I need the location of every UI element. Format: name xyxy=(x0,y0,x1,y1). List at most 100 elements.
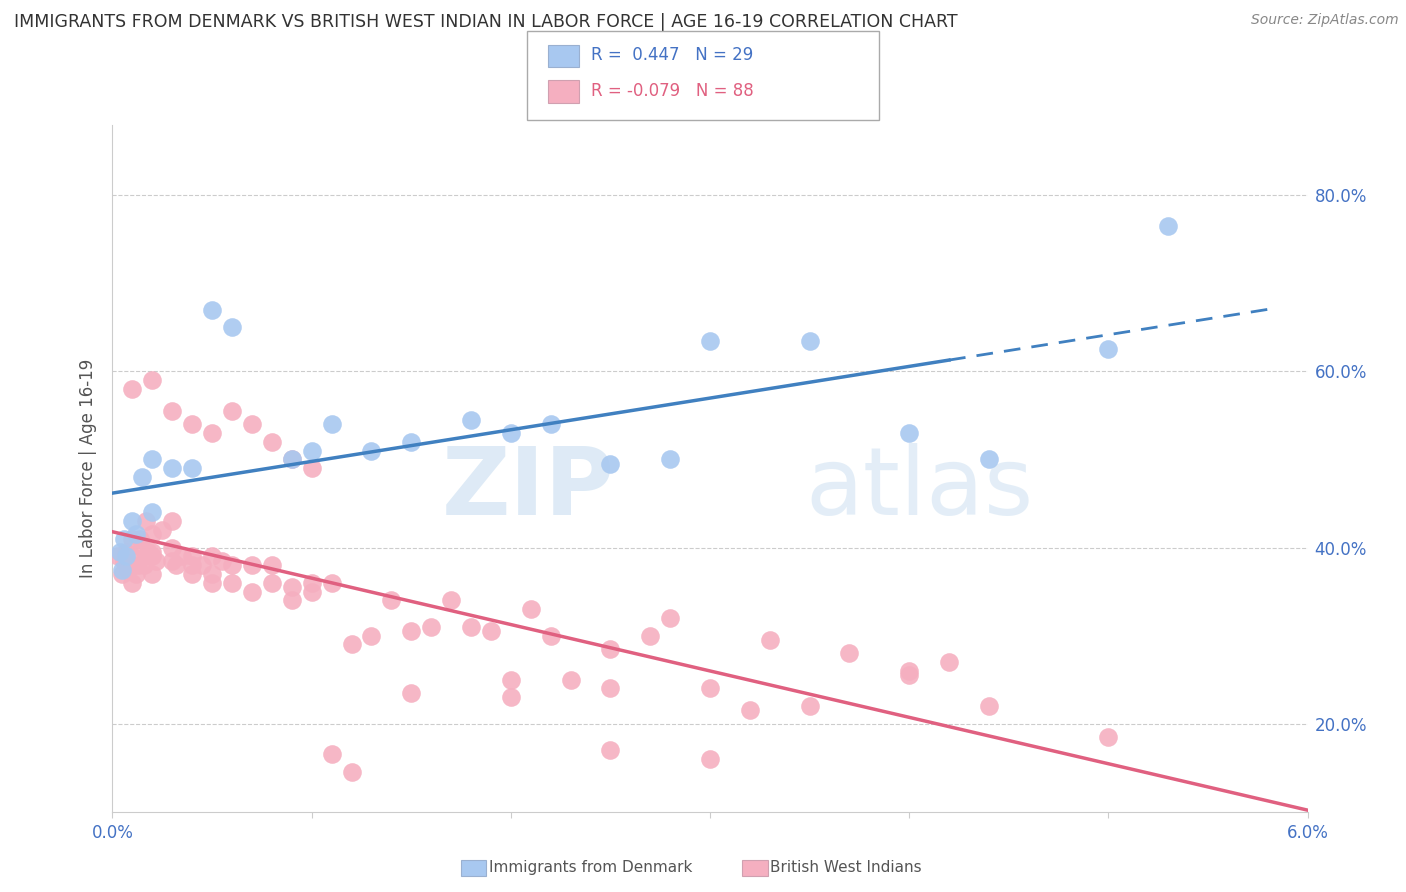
Point xyxy=(599,681,621,696)
Point xyxy=(110,545,132,559)
Point xyxy=(260,434,283,449)
Point xyxy=(281,452,304,467)
Point xyxy=(145,554,167,568)
Point xyxy=(360,443,382,458)
Point xyxy=(699,752,721,766)
Point xyxy=(181,417,204,432)
Point xyxy=(240,417,263,432)
Point xyxy=(659,452,682,467)
Point xyxy=(977,452,1000,467)
Point xyxy=(460,620,482,634)
Point xyxy=(138,545,160,559)
Point xyxy=(191,558,214,573)
Point xyxy=(240,558,263,573)
Point xyxy=(107,549,129,564)
Point xyxy=(401,686,423,700)
Point xyxy=(321,575,343,590)
Point xyxy=(301,584,323,599)
Point xyxy=(321,747,343,762)
Point xyxy=(898,664,921,678)
Point xyxy=(659,611,682,625)
Point xyxy=(420,620,443,634)
Text: British West Indians: British West Indians xyxy=(770,860,922,874)
Point xyxy=(141,549,163,564)
Point xyxy=(115,549,138,564)
Point xyxy=(129,532,152,546)
Point xyxy=(221,558,243,573)
Point xyxy=(440,593,463,607)
Point xyxy=(360,629,382,643)
Text: atlas: atlas xyxy=(806,443,1033,535)
Point xyxy=(211,554,233,568)
Point xyxy=(131,541,153,555)
Point xyxy=(201,566,224,581)
Point xyxy=(499,426,522,441)
Point xyxy=(281,452,304,467)
Point xyxy=(181,549,204,564)
Text: R =  0.447   N = 29: R = 0.447 N = 29 xyxy=(591,46,752,64)
Point xyxy=(141,505,163,519)
Point xyxy=(162,514,183,528)
Point xyxy=(201,302,224,317)
Text: ZIP: ZIP xyxy=(441,443,614,535)
Text: R = -0.079   N = 88: R = -0.079 N = 88 xyxy=(591,82,754,100)
Text: IMMIGRANTS FROM DENMARK VS BRITISH WEST INDIAN IN LABOR FORCE | AGE 16-19 CORREL: IMMIGRANTS FROM DENMARK VS BRITISH WEST … xyxy=(14,13,957,31)
Point xyxy=(1157,219,1180,234)
Point xyxy=(599,641,621,656)
Point xyxy=(162,461,183,475)
Point xyxy=(162,404,183,418)
Point xyxy=(281,593,304,607)
Point xyxy=(380,593,402,607)
Point xyxy=(172,549,194,564)
Point xyxy=(240,584,263,599)
Point xyxy=(540,629,562,643)
Point xyxy=(141,452,163,467)
Point xyxy=(301,575,323,590)
Point xyxy=(201,426,224,441)
Point xyxy=(281,580,304,594)
Point xyxy=(321,417,343,432)
Point xyxy=(898,668,921,682)
Point xyxy=(201,575,224,590)
Point xyxy=(221,320,243,334)
Point xyxy=(540,417,562,432)
Point xyxy=(181,461,204,475)
Point xyxy=(141,373,163,387)
Point xyxy=(131,470,153,484)
Point xyxy=(165,558,187,573)
Point xyxy=(181,566,204,581)
Point xyxy=(221,404,243,418)
Point xyxy=(759,633,782,648)
Point xyxy=(150,523,173,537)
Point xyxy=(201,549,224,564)
Point xyxy=(162,554,183,568)
Point xyxy=(117,563,139,577)
Point xyxy=(1097,730,1119,744)
Point xyxy=(125,566,148,581)
Point xyxy=(260,575,283,590)
Point xyxy=(141,527,163,541)
Point xyxy=(599,743,621,757)
Point xyxy=(401,434,423,449)
Point xyxy=(479,624,502,639)
Point xyxy=(181,558,204,573)
Point xyxy=(141,545,163,559)
Point xyxy=(460,413,482,427)
Point xyxy=(977,699,1000,714)
Point xyxy=(838,646,860,660)
Point xyxy=(499,673,522,687)
Point xyxy=(141,566,163,581)
Point xyxy=(340,765,363,780)
Point xyxy=(898,426,921,441)
Point xyxy=(938,655,960,669)
Point xyxy=(115,545,138,559)
Point xyxy=(125,527,148,541)
Point xyxy=(638,629,662,643)
Point xyxy=(121,382,143,396)
Point xyxy=(401,624,423,639)
Point xyxy=(121,575,143,590)
Y-axis label: In Labor Force | Age 16-19: In Labor Force | Age 16-19 xyxy=(79,359,97,578)
Point xyxy=(499,690,522,705)
Point xyxy=(114,532,135,546)
Point xyxy=(599,457,621,471)
